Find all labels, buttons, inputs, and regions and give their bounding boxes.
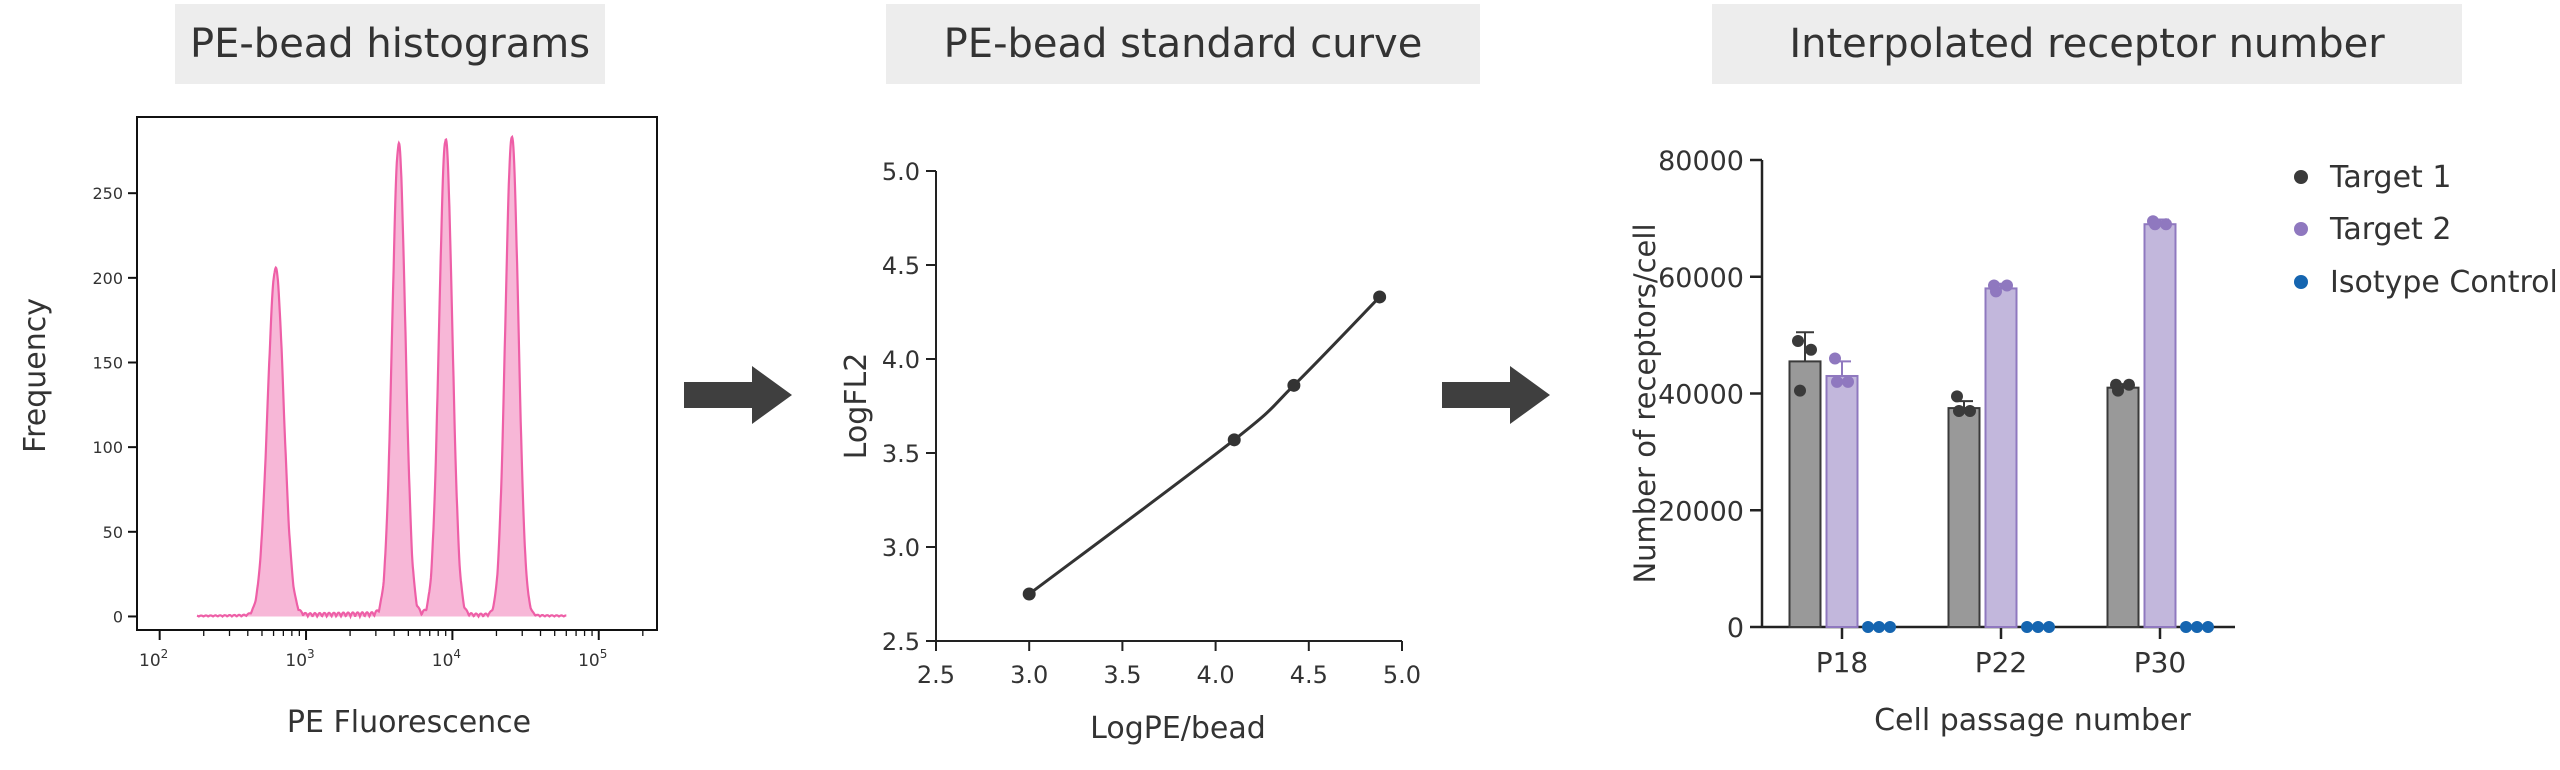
legend-marker bbox=[2294, 275, 2308, 289]
standard-curve-title: PE-bead standard curve bbox=[886, 4, 1480, 84]
y-tick-label: 250 bbox=[92, 184, 123, 203]
y-tick-label: 40000 bbox=[1658, 380, 1744, 411]
x-axis-label: LogPE/bead bbox=[1090, 711, 1266, 746]
data-point bbox=[2160, 218, 2172, 231]
data-point bbox=[2180, 621, 2192, 633]
x-tick-label: P18 bbox=[1816, 646, 1869, 679]
y-tick-label: 80000 bbox=[1658, 146, 1744, 177]
y-tick-label: 200 bbox=[92, 269, 123, 288]
y-tick-label: 0 bbox=[1727, 613, 1744, 644]
data-point bbox=[2191, 621, 2203, 633]
data-point bbox=[1884, 621, 1896, 633]
data-point bbox=[2043, 621, 2055, 633]
data-point bbox=[1951, 390, 1963, 403]
bar-target-2 bbox=[1984, 287, 2018, 628]
legend-label: Isotype Control bbox=[2330, 265, 2558, 300]
data-point bbox=[2001, 279, 2013, 292]
x-tick-label: 3.0 bbox=[1010, 661, 1048, 689]
y-tick-label: 0 bbox=[113, 607, 123, 626]
x-tick-label: P30 bbox=[2134, 646, 2187, 679]
data-point bbox=[2149, 218, 2161, 231]
data-point bbox=[2021, 621, 2033, 633]
legend-label: Target 2 bbox=[2329, 212, 2451, 247]
y-tick-label: 50 bbox=[103, 523, 123, 542]
data-point bbox=[1964, 405, 1976, 418]
y-tick-label: 3.5 bbox=[882, 440, 920, 468]
legend-label: Target 1 bbox=[2329, 160, 2451, 195]
x-tick-label: 105 bbox=[578, 647, 607, 671]
x-tick-label: 104 bbox=[432, 647, 461, 671]
legend-marker bbox=[2294, 170, 2308, 184]
standard-curve-point bbox=[1373, 290, 1387, 304]
y-tick-label: 5.0 bbox=[882, 158, 920, 186]
bar-target-1 bbox=[1947, 407, 1981, 628]
x-axis-label: PE Fluorescence bbox=[287, 705, 531, 740]
x-tick-label: 4.0 bbox=[1197, 661, 1235, 689]
data-point bbox=[1792, 334, 1804, 347]
data-point bbox=[1873, 621, 1885, 633]
data-point bbox=[1829, 352, 1841, 365]
y-tick-label: 4.5 bbox=[882, 252, 920, 280]
bar-target-2 bbox=[2143, 223, 2177, 628]
y-tick-label: 150 bbox=[92, 353, 123, 372]
x-tick-label: 3.5 bbox=[1103, 661, 1141, 689]
histograms-title: PE-bead histograms bbox=[175, 4, 605, 84]
histogram-line bbox=[196, 134, 567, 620]
y-tick-label: 4.0 bbox=[882, 346, 920, 374]
bar-target-1 bbox=[1788, 360, 1822, 628]
data-point bbox=[1953, 405, 1965, 418]
y-tick-label: 2.5 bbox=[882, 628, 920, 656]
x-tick-label: 103 bbox=[285, 647, 314, 671]
data-point bbox=[1831, 375, 1843, 388]
y-axis-label: Frequency bbox=[18, 298, 53, 453]
histogram-frame bbox=[136, 116, 658, 631]
data-point bbox=[1805, 343, 1817, 356]
right-arrow-icon bbox=[684, 366, 792, 424]
data-point bbox=[1990, 285, 2002, 298]
y-tick-label: 20000 bbox=[1658, 496, 1744, 527]
bar-target-1 bbox=[2106, 386, 2140, 628]
y-tick-label: 60000 bbox=[1658, 263, 1744, 294]
standard-curve-line bbox=[1028, 295, 1381, 596]
data-point bbox=[2123, 378, 2135, 391]
x-tick-label: 5.0 bbox=[1383, 661, 1421, 689]
data-point bbox=[1862, 621, 1874, 633]
y-axis-label: LogFL2 bbox=[839, 353, 874, 460]
data-point bbox=[1842, 375, 1854, 388]
legend-marker bbox=[2294, 222, 2308, 236]
right-arrow-icon bbox=[1442, 366, 1550, 424]
x-axis-label: Cell passage number bbox=[1874, 703, 2191, 738]
standard-curve-point bbox=[1287, 378, 1301, 392]
x-tick-label: 2.5 bbox=[917, 661, 955, 689]
histogram-fill bbox=[197, 137, 567, 617]
x-tick-label: 4.5 bbox=[1290, 661, 1328, 689]
y-tick-label: 100 bbox=[92, 438, 123, 457]
data-point bbox=[1794, 384, 1806, 397]
x-tick-label: 102 bbox=[139, 647, 168, 671]
y-axis-label: Number of receptors/cell bbox=[1628, 223, 1662, 583]
standard-curve-point bbox=[1022, 587, 1036, 601]
data-point bbox=[2202, 621, 2214, 633]
bar-target-2 bbox=[1825, 374, 1859, 628]
y-tick-label: 3.0 bbox=[882, 534, 920, 562]
x-tick-label: P22 bbox=[1975, 646, 2028, 679]
data-point bbox=[2112, 384, 2124, 397]
receptor-number-title: Interpolated receptor number bbox=[1712, 4, 2462, 84]
standard-curve-point bbox=[1227, 433, 1241, 447]
data-point bbox=[2032, 621, 2044, 633]
